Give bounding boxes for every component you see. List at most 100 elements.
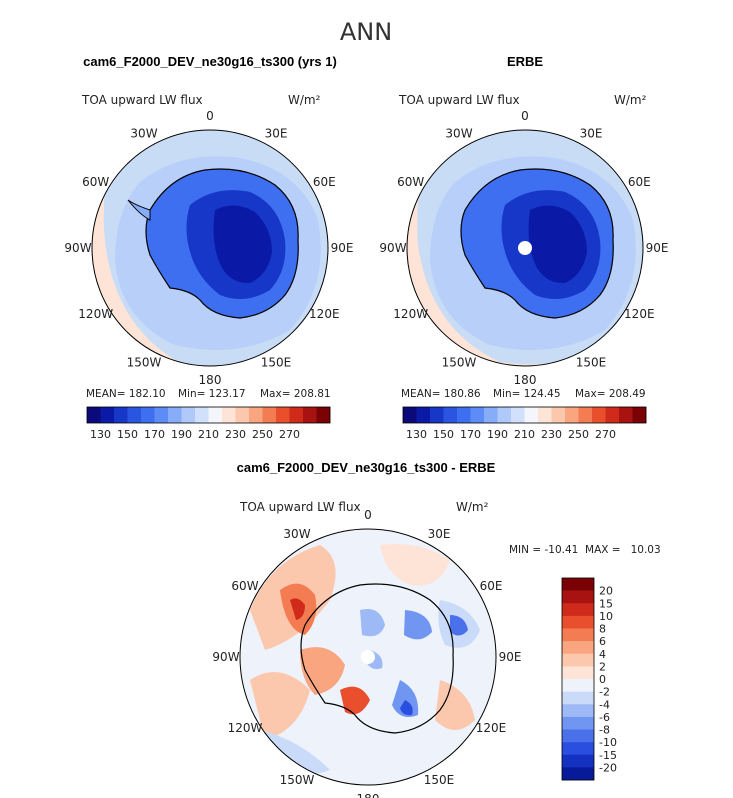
panel-obs-mean: MEAN= 180.86 xyxy=(401,388,481,400)
colorbar-swatch xyxy=(195,407,209,423)
colorbar-swatch xyxy=(562,729,594,743)
colorbar-tick-label: -20 xyxy=(599,761,617,774)
panel-model-units-label: W/m² xyxy=(288,93,321,107)
colorbar-frame xyxy=(86,406,331,424)
colorbar-swatch xyxy=(222,407,236,423)
colorbar-tick-label: 2 xyxy=(599,660,606,673)
colorbar-tick-label: 8 xyxy=(599,623,606,636)
colorbar-swatch xyxy=(562,716,594,730)
colorbar-swatch xyxy=(632,407,647,423)
panel-model-max: Max= 208.81 xyxy=(260,388,331,400)
panel-model: cam6_F2000_DEV_ne30g16_ts300 (yrs 1) TOA… xyxy=(64,54,353,441)
longitude-label: 90E xyxy=(331,241,354,255)
panel-model-min: Min= 123.17 xyxy=(178,388,246,400)
longitude-label: 150W xyxy=(280,773,315,787)
panel-obs-title: ERBE xyxy=(507,54,543,69)
panel-model-mean: MEAN= 182.10 xyxy=(86,388,166,400)
panel-obs-units-label: W/m² xyxy=(614,93,647,107)
colorbar-swatch xyxy=(316,407,331,423)
colorbar-swatch xyxy=(562,767,594,781)
colorbar-tick-label: -2 xyxy=(599,686,610,699)
colorbar-swatch xyxy=(168,407,182,423)
colorbar-swatch xyxy=(403,407,417,423)
panel-diff-min-max: MIN = -10.41 MAX = 10.03 xyxy=(509,544,661,556)
panel-obs-colorbar: 130 150 170 190 210 230 250 270 xyxy=(402,406,647,441)
colorbar-tick-label: 210 xyxy=(198,428,219,441)
longitude-label: 0 xyxy=(521,109,529,123)
longitude-label: 90W xyxy=(212,650,239,664)
colorbar-swatch xyxy=(562,679,594,692)
colorbar-swatch xyxy=(208,407,223,423)
longitude-label: 120W xyxy=(228,721,263,735)
colorbar-swatch xyxy=(289,407,304,423)
colorbar-swatch xyxy=(114,407,128,423)
panel-obs-min: Min= 124.45 xyxy=(493,388,561,400)
colorbar-tick-label: -10 xyxy=(599,736,617,749)
colorbar-swatch xyxy=(524,407,539,423)
panel-model-longitude-labels: 0 30E 60E 90E 120E 150E 180 150W 120W 90W 60W 30W xyxy=(64,109,353,387)
colorbar-swatch xyxy=(562,704,594,718)
colorbar-tick-label: 270 xyxy=(279,428,300,441)
panel-diff-units-label: W/m² xyxy=(456,500,489,514)
panel-model-map xyxy=(92,130,328,366)
missing-data-pole xyxy=(518,241,532,255)
colorbar-swatch xyxy=(87,407,101,423)
colorbar-swatch xyxy=(276,407,290,423)
colorbar-swatch xyxy=(562,590,594,604)
panel-diff-variable-label: TOA upward LW flux xyxy=(239,500,361,514)
colorbar-swatch xyxy=(484,407,498,423)
colorbar-swatch xyxy=(416,407,431,423)
longitude-label: 90W xyxy=(379,241,406,255)
colorbar-tick-label: 10 xyxy=(599,610,613,623)
colorbar-tick-label: 150 xyxy=(433,428,454,441)
colorbar-swatch xyxy=(605,407,620,423)
panel-diff-title: cam6_F2000_DEV_ne30g16_ts300 - ERBE xyxy=(237,460,496,475)
colorbar-tick-label: -6 xyxy=(599,711,610,724)
colorbar-tick-label: 250 xyxy=(568,428,589,441)
colorbar-tick-label: -8 xyxy=(599,724,610,737)
panel-obs-variable-label: TOA upward LW flux xyxy=(398,93,520,107)
colorbar-swatch xyxy=(562,666,594,680)
longitude-label: 30E xyxy=(428,527,451,541)
longitude-label: 180 xyxy=(514,373,537,387)
colorbar-swatch xyxy=(141,407,155,423)
longitude-label: 60W xyxy=(231,579,258,593)
colorbar-tick-label: 270 xyxy=(595,428,616,441)
longitude-label: 60E xyxy=(313,175,336,189)
colorbar-tick-label: 150 xyxy=(117,428,138,441)
longitude-label: 30W xyxy=(283,527,310,541)
colorbar-frame xyxy=(561,577,595,781)
colorbar-tick-label: 190 xyxy=(487,428,508,441)
longitude-label: 120W xyxy=(393,307,428,321)
colorbar-swatch xyxy=(181,407,196,423)
colorbar-swatch xyxy=(562,603,594,617)
longitude-label: 150W xyxy=(442,355,477,369)
colorbar-tick-label: -15 xyxy=(599,749,617,762)
colorbar-tick-label: 230 xyxy=(225,428,246,441)
colorbar-swatch xyxy=(578,407,593,423)
colorbar-swatch xyxy=(430,407,444,423)
longitude-label: 150W xyxy=(127,355,162,369)
panel-obs-longitude-labels: 0 30E 60E 90E 120E 150E 180 150W 120W 90W 60W 30W xyxy=(379,109,668,387)
colorbar-swatch xyxy=(457,407,471,423)
longitude-label: 30W xyxy=(445,127,472,141)
colorbar-swatch xyxy=(443,407,458,423)
longitude-label: 30E xyxy=(580,127,603,141)
colorbar-swatch xyxy=(619,407,633,423)
longitude-label: 60W xyxy=(82,175,109,189)
colorbar-swatch xyxy=(562,691,594,705)
panel-diff-map-boundary xyxy=(239,528,497,786)
colorbar-swatch xyxy=(592,407,606,423)
colorbar-swatch xyxy=(262,407,277,423)
warm-band xyxy=(92,130,175,360)
longitude-label: 60W xyxy=(397,175,424,189)
longitude-label: 180 xyxy=(357,792,380,798)
colorbar-tick-label: 170 xyxy=(460,428,481,441)
panel-obs-max: Max= 208.49 xyxy=(575,388,646,400)
panel-model-title: cam6_F2000_DEV_ne30g16_ts300 (yrs 1) xyxy=(83,54,337,69)
colorbar-swatch xyxy=(538,407,552,423)
panel-diff-map xyxy=(240,529,496,785)
panel-model-map-boundary xyxy=(91,129,329,367)
